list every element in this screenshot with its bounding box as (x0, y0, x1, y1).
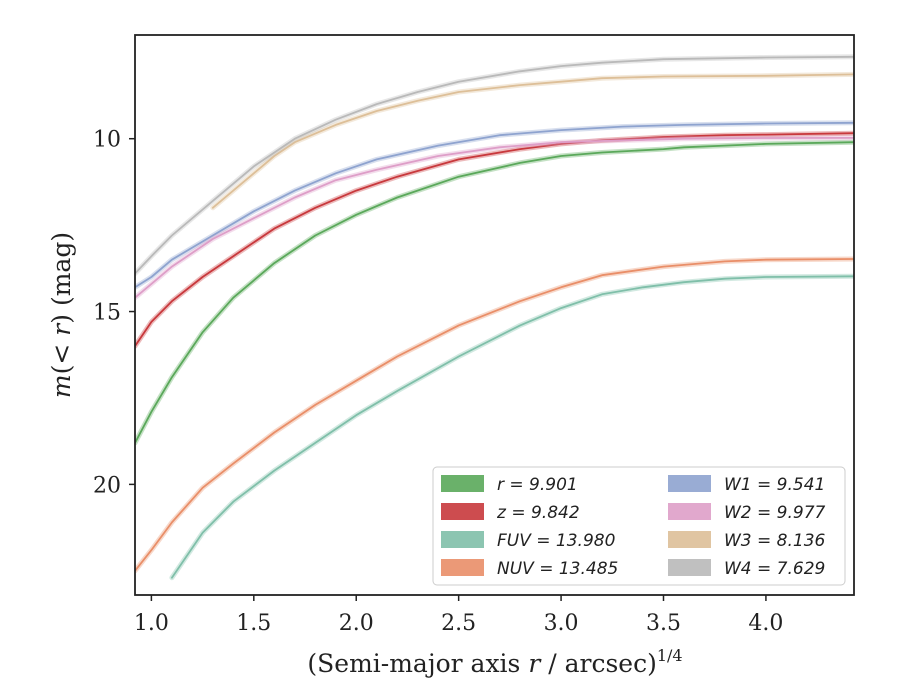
series-z-band (135, 130, 854, 349)
legend-swatch-fuv (441, 531, 484, 548)
x-axis-label-suffix: / arcsec) (540, 649, 657, 678)
series-w4-line (135, 55, 854, 275)
x-tick-label: 3.0 (544, 611, 579, 636)
legend-box (432, 466, 846, 586)
legend-label-w2: W2 = 9.977 (724, 503, 826, 523)
legend-swatch-r (441, 475, 484, 492)
x-tick-label: 3.5 (646, 611, 681, 636)
legend-swatch-w2 (668, 503, 711, 520)
x-axis-label-exponent: 1/4 (657, 646, 683, 665)
legend-swatch-w3 (668, 531, 711, 548)
series-fuv-line (171, 275, 854, 579)
y-axis-label-expr: < r (47, 322, 76, 365)
legend-label-w4: W4 = 7.629 (724, 559, 825, 579)
legend-swatch-nuv (441, 559, 484, 576)
series-w3-band (210, 71, 854, 211)
legend-label-w3: W3 = 8.136 (724, 531, 826, 551)
y-tick-label: 15 (93, 301, 121, 326)
series-w3-line (211, 73, 854, 209)
legend-label-nuv: NUV = 13.485 (497, 559, 618, 579)
plot-frame (134, 34, 855, 596)
series-z-line (135, 132, 854, 347)
legend-swatch-w4 (668, 559, 711, 576)
legend-label-r: r = 9.901 (497, 475, 578, 495)
x-tick-label: 2.5 (441, 611, 476, 636)
y-tick-label: 20 (93, 473, 121, 498)
y-axis-label: m(< r) (mag) (47, 232, 76, 398)
legend-swatch-z (441, 503, 484, 520)
legend-label-w1: W1 = 9.541 (724, 475, 825, 495)
x-axis-label-prefix: (Semi-major axis (307, 649, 528, 678)
x-tick-label: 1.0 (134, 611, 169, 636)
x-axis-label-var: r (528, 649, 542, 678)
y-axis-label-func: m (47, 374, 76, 398)
legend-label-z: z = 9.842 (496, 503, 580, 523)
series-w2-line (135, 137, 854, 299)
y-axis-label-close: ) (47, 314, 76, 324)
curves-layer (135, 54, 854, 581)
series-w1-line (135, 121, 854, 289)
x-axis-label: (Semi-major axis r / arcsec)1/4 (307, 646, 682, 678)
y-tick-label: 10 (93, 128, 121, 153)
legend-label-fuv: FUV = 13.980 (497, 531, 615, 551)
series-r-band (135, 139, 854, 446)
series-nuv-line (135, 258, 854, 572)
y-axis: 10 15 20 (93, 128, 135, 498)
legend-swatch-w1 (668, 475, 711, 492)
x-tick-label: 1.5 (236, 611, 271, 636)
x-axis: 1.0 1.5 2.0 2.5 3.0 3.5 4.0 (134, 595, 783, 636)
x-tick-label: 2.0 (339, 611, 374, 636)
series-r-line (135, 141, 854, 444)
y-axis-label-open: ( (47, 365, 76, 375)
x-tick-label: 4.0 (748, 611, 783, 636)
y-axis-label-unit: (mag) (47, 232, 76, 314)
legend: r = 9.901 z = 9.842 FUV = 13.980 NUV = 13.4… (432, 466, 846, 586)
